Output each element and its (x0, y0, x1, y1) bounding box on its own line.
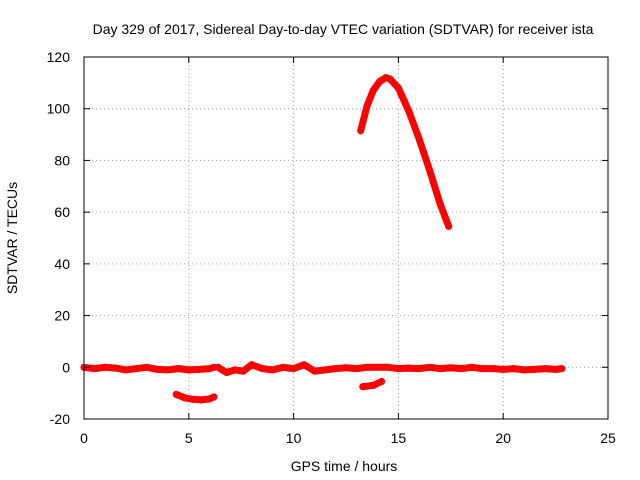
data-point (447, 364, 455, 372)
chart-title: Day 329 of 2017, Sidereal Day-to-day VTE… (93, 21, 594, 37)
series-dip-5h (172, 390, 218, 404)
data-point (510, 365, 518, 373)
data-point (489, 365, 497, 373)
y-tick-label: -20 (50, 411, 70, 427)
data-point (258, 365, 266, 373)
series-segment-13h (359, 378, 386, 391)
data-point (300, 361, 308, 369)
data-point (143, 363, 151, 371)
data-point (132, 365, 140, 373)
data-point (499, 365, 507, 373)
x-tick-label: 15 (391, 430, 407, 446)
data-point (111, 364, 119, 372)
data-point (122, 366, 130, 374)
data-point (279, 363, 287, 371)
data-point (445, 222, 453, 230)
series-line (357, 74, 453, 230)
data-point (426, 363, 434, 371)
data-point (185, 366, 193, 374)
data-point (415, 365, 423, 373)
data-point (239, 367, 247, 375)
data-point (311, 367, 319, 375)
x-tick-label: 0 (80, 430, 88, 446)
data-point (210, 393, 218, 401)
y-tick-labels: -20 0 20 40 60 80 100 120 (47, 49, 71, 427)
grid-lines (84, 57, 608, 419)
data-point (520, 366, 528, 374)
data-point (405, 364, 413, 372)
data-point (197, 396, 205, 404)
data-point (269, 366, 277, 374)
data-point (369, 87, 377, 95)
data-point (332, 365, 340, 373)
data-point (394, 365, 402, 373)
y-tick-label: 60 (54, 204, 70, 220)
data-point (436, 365, 444, 373)
data-point (457, 365, 465, 373)
data-point (359, 383, 367, 391)
data-point (558, 365, 566, 373)
data-point (172, 390, 180, 398)
y-tick-label: 120 (47, 49, 71, 65)
data-point (214, 363, 222, 371)
x-tick-labels: 0 5 10 15 20 25 (80, 430, 616, 446)
data-point (405, 107, 413, 115)
data-point (426, 167, 434, 175)
y-axis-label: SDTVAR / TECUs (4, 182, 20, 294)
data-point (321, 366, 329, 374)
data-point (153, 365, 161, 373)
data-point (436, 200, 444, 208)
data-point (90, 365, 98, 373)
data-point (531, 365, 539, 373)
data-point (415, 136, 423, 144)
data-point (378, 378, 386, 386)
data-point (376, 78, 384, 86)
data-point (290, 365, 298, 373)
data-point (363, 363, 371, 371)
plot-frame (83, 56, 609, 420)
series-baseline-2 (214, 361, 566, 376)
data-point (101, 363, 109, 371)
x-tick-label: 10 (286, 430, 302, 446)
data-point (552, 365, 560, 373)
x-tick-label: 5 (185, 430, 193, 446)
data-point (195, 365, 203, 373)
data-point (174, 365, 182, 373)
x-axis-label: GPS time / hours (291, 458, 398, 474)
data-point (373, 363, 381, 371)
data-point (478, 365, 486, 373)
y-tick-label: 100 (47, 101, 71, 117)
x-tick-label: 20 (495, 430, 511, 446)
y-tick-label: 20 (54, 308, 70, 324)
series-baseline-1 (80, 363, 218, 374)
data-point (342, 364, 350, 372)
data-point (164, 366, 172, 374)
data-point (223, 368, 231, 376)
y-tick-label: 40 (54, 256, 70, 272)
data-point (363, 102, 371, 110)
data-point (468, 363, 476, 371)
data-point (231, 366, 239, 374)
data-point (352, 365, 360, 373)
data-point (248, 361, 256, 369)
series-peak-14h (357, 74, 453, 230)
data-point (181, 394, 189, 402)
data-series (80, 74, 566, 404)
data-point (384, 363, 392, 371)
data-point (357, 127, 365, 135)
axis-ticks (83, 56, 609, 420)
data-point (369, 381, 377, 389)
data-point (189, 395, 197, 403)
data-point (386, 75, 394, 83)
y-tick-label: 0 (62, 359, 70, 375)
x-tick-label: 25 (600, 430, 616, 446)
y-tick-label: 80 (54, 152, 70, 168)
data-point (541, 365, 549, 373)
data-point (394, 84, 402, 92)
